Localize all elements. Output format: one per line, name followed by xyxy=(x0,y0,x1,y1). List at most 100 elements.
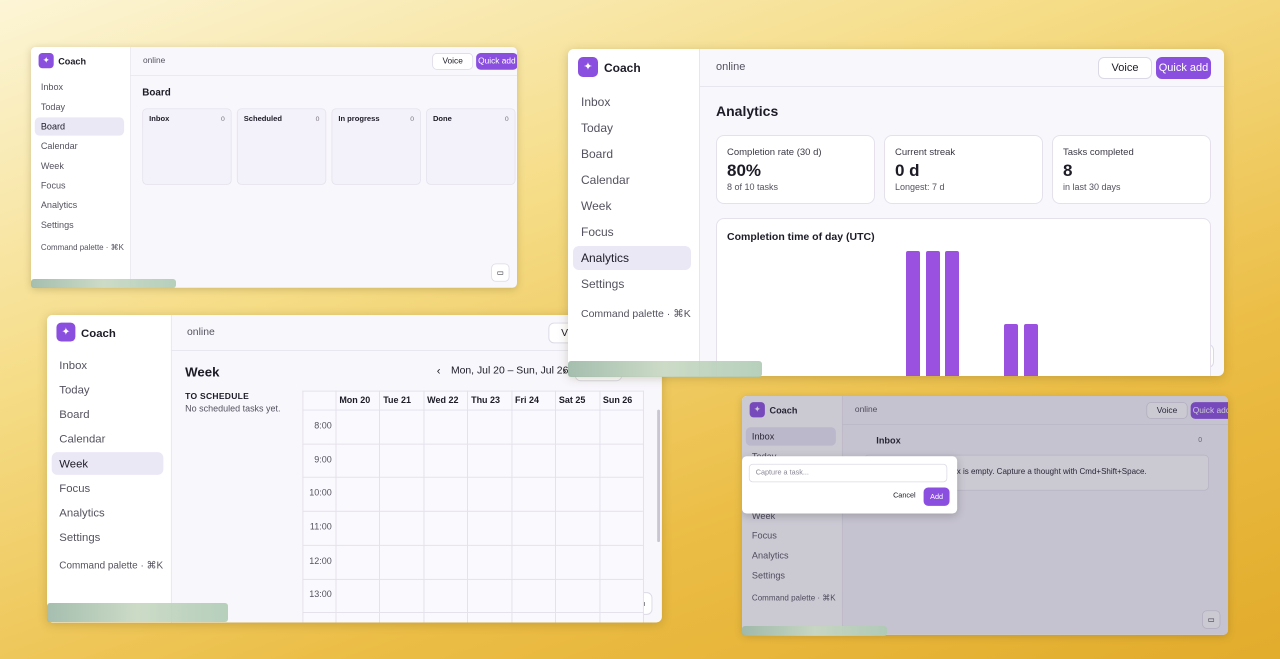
nav-item[interactable]: Inbox xyxy=(751,431,775,442)
quick-add-button[interactable]: Quick add xyxy=(1156,57,1211,79)
nav-item[interactable]: Settings xyxy=(751,569,786,581)
nav-item[interactable]: Focus xyxy=(751,530,777,541)
column-count: 0 xyxy=(315,115,320,123)
taskbar-strip xyxy=(568,361,762,377)
calendar-grid xyxy=(302,390,644,623)
nav-item[interactable]: Board xyxy=(59,407,90,421)
nav-item[interactable]: Settings xyxy=(581,277,625,291)
nav-item[interactable]: Focus xyxy=(40,180,66,191)
board-column: Done 0 xyxy=(426,108,516,185)
hour-label: 9:00 xyxy=(314,454,332,465)
nav-item[interactable]: Focus xyxy=(59,481,91,495)
command-palette[interactable]: Command palette · ⌘K xyxy=(59,560,164,572)
nav-item[interactable]: Analytics xyxy=(40,199,78,211)
nav-item[interactable]: Calendar xyxy=(59,432,106,446)
day-label: Thu 23 xyxy=(471,395,501,406)
nav-item[interactable]: Today xyxy=(40,101,66,113)
page-title: Analytics xyxy=(716,103,779,119)
quick-add-button[interactable]: Quick add xyxy=(1190,402,1229,419)
column-name: Scheduled xyxy=(243,115,283,124)
sidebar xyxy=(31,47,131,288)
prev-week[interactable]: ‹ xyxy=(436,364,441,378)
stat-value: 0 d xyxy=(895,161,920,180)
nav-item[interactable]: Calendar xyxy=(581,173,630,187)
nav-item[interactable]: Inbox xyxy=(581,95,611,109)
modal-overlay xyxy=(742,396,1229,635)
nav-item[interactable]: Focus xyxy=(581,225,614,239)
day-column-line xyxy=(423,390,425,623)
schedule-heading: TO SCHEDULE xyxy=(185,391,250,402)
nav-item[interactable]: Analytics xyxy=(581,251,630,265)
nav-item[interactable]: Analytics xyxy=(751,550,789,561)
add-button[interactable]: Add xyxy=(923,487,950,506)
nav-item[interactable]: Settings xyxy=(59,530,101,544)
nav-item[interactable]: Week xyxy=(40,160,64,172)
day-label: Sun 26 xyxy=(602,395,633,406)
nav-item[interactable]: Inbox xyxy=(40,81,64,93)
stat-label: Tasks completed xyxy=(1063,147,1134,158)
nav-item[interactable]: Analytics xyxy=(59,506,105,520)
quick-add-modal: Capture a task... Cancel Add xyxy=(742,456,958,514)
scrollbar xyxy=(657,409,661,543)
feedback-button[interactable]: ▭ xyxy=(1202,610,1221,629)
nav-item[interactable]: Week xyxy=(751,510,776,522)
feedback-button[interactable]: ▭ xyxy=(491,263,510,282)
taskbar-strip xyxy=(31,279,176,288)
day-column-line xyxy=(335,390,337,623)
nav-item[interactable]: Settings xyxy=(40,219,74,231)
stat-card: Tasks completed 8 in last 30 days xyxy=(1052,135,1211,204)
bar xyxy=(1004,324,1019,376)
stat-detail: Longest: 7 d xyxy=(895,182,945,192)
week-range: Mon, Jul 20 – Sun, Jul 26 xyxy=(450,365,569,377)
voice-button[interactable]: Voice xyxy=(1146,402,1188,419)
page-title: Week xyxy=(185,364,220,380)
page-title: Board xyxy=(142,86,171,98)
bar xyxy=(945,251,960,376)
nav-item[interactable]: Inbox xyxy=(59,358,88,372)
day-column-line xyxy=(511,390,513,623)
stat-label: Current streak xyxy=(895,147,956,158)
quick-add-button[interactable]: Quick add xyxy=(476,53,517,70)
taskbar-strip xyxy=(742,626,887,636)
bar xyxy=(1023,324,1038,376)
logo: ✦ xyxy=(56,322,76,342)
brand: Coach xyxy=(58,56,87,67)
hour-row-line xyxy=(302,612,643,614)
hour-label: 11:00 xyxy=(309,522,332,533)
command-palette[interactable]: Command palette · ⌘K xyxy=(751,593,836,603)
task-input[interactable]: Capture a task... xyxy=(748,463,948,483)
inbox-count: 0 xyxy=(1198,435,1203,444)
logo: ✦ xyxy=(38,53,54,69)
app-window: ✦CoachInboxTodayBoardCalendarWeekFocusAn… xyxy=(742,396,1229,635)
nav-item[interactable]: Calendar xyxy=(40,140,78,152)
header-border xyxy=(841,424,1229,425)
nav-item[interactable]: Week xyxy=(59,456,89,471)
nav-item[interactable]: Board xyxy=(581,147,614,161)
brand: Coach xyxy=(769,405,798,416)
hour-row-line xyxy=(302,510,643,512)
nav-item[interactable]: Today xyxy=(581,121,614,135)
nav-item[interactable]: Board xyxy=(40,121,66,132)
voice-button[interactable]: Voice xyxy=(432,53,474,70)
command-palette[interactable]: Command palette · ⌘K xyxy=(40,243,124,253)
cancel-button[interactable]: Cancel xyxy=(893,491,916,500)
day-label: Wed 22 xyxy=(427,395,459,406)
status: online xyxy=(716,61,746,73)
nav-active-bg xyxy=(573,246,691,270)
next-week[interactable]: › xyxy=(562,364,567,378)
column-name: Inbox xyxy=(149,115,170,124)
command-palette[interactable]: Command palette · ⌘K xyxy=(581,308,691,320)
voice-button[interactable]: Voice xyxy=(1098,57,1152,79)
day-column-line xyxy=(555,390,557,623)
app-window: ✦ Coach Inbox Today Board Calendar Week Focus An… xyxy=(31,47,517,288)
nav-item[interactable]: Week xyxy=(581,199,612,213)
column-count: 0 xyxy=(220,115,225,123)
stat-detail: in last 30 days xyxy=(1063,182,1121,192)
day-label: Mon 20 xyxy=(339,395,371,406)
header-row-line xyxy=(302,409,643,411)
nav-item[interactable]: Today xyxy=(59,383,90,397)
day-column-line xyxy=(467,390,469,623)
